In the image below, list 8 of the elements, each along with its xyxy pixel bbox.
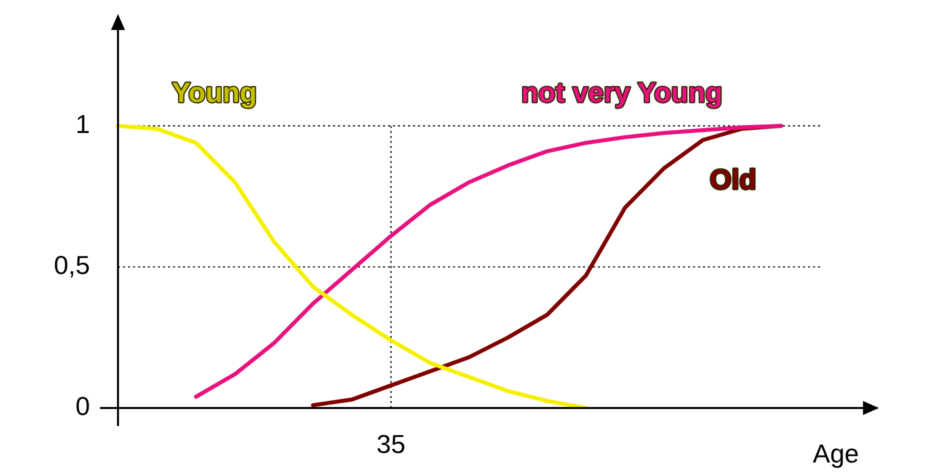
y-tick-label: 0	[76, 391, 90, 422]
x-tick-label: 35	[376, 428, 406, 459]
y-tick-label: 0,5	[54, 250, 90, 280]
y-tick-label: 1	[76, 109, 90, 140]
series-label: not very Young	[521, 76, 722, 108]
series-label: Young	[172, 76, 257, 108]
series-label: Old	[710, 164, 756, 195]
x-axis-title: Age	[812, 438, 859, 469]
